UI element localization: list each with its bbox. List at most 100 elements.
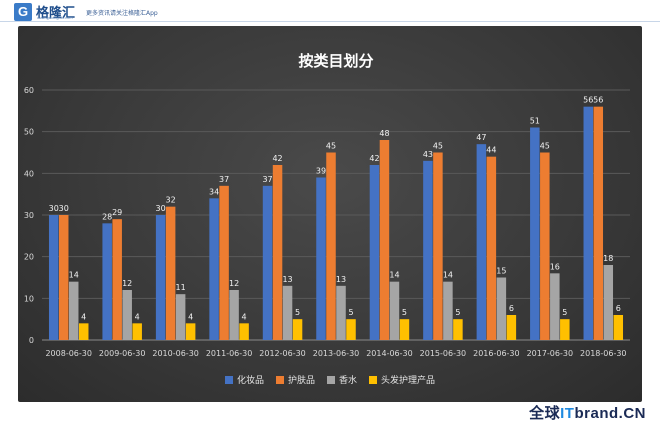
data-label: 14 bbox=[389, 271, 399, 280]
bar bbox=[326, 152, 336, 340]
data-label: 12 bbox=[229, 279, 239, 288]
data-label: 11 bbox=[176, 283, 186, 292]
bar bbox=[68, 281, 79, 340]
bar bbox=[132, 323, 142, 340]
data-label: 56 bbox=[583, 96, 593, 105]
bar bbox=[229, 290, 239, 340]
brand-tagline: 更多资讯请关注格隆汇App bbox=[86, 10, 158, 17]
watermark-it: IT bbox=[560, 405, 575, 422]
bar bbox=[603, 265, 614, 340]
bar bbox=[583, 106, 594, 341]
bar bbox=[560, 319, 570, 340]
bar bbox=[272, 165, 283, 340]
bar bbox=[262, 185, 273, 340]
watermark-cn: .CN bbox=[618, 405, 646, 422]
data-label: 18 bbox=[603, 254, 613, 263]
bar bbox=[58, 215, 69, 340]
bar bbox=[219, 185, 229, 340]
bar bbox=[155, 215, 166, 340]
bar bbox=[433, 152, 443, 340]
data-label: 48 bbox=[379, 129, 389, 138]
bar bbox=[423, 160, 433, 340]
data-label: 45 bbox=[433, 142, 443, 151]
data-label: 42 bbox=[272, 154, 282, 163]
watermark-prefix: 全球 bbox=[529, 405, 561, 422]
data-label: 37 bbox=[219, 175, 229, 184]
bar bbox=[389, 281, 400, 340]
x-tick-label: 2013-06-30 bbox=[313, 349, 360, 358]
bar bbox=[476, 144, 487, 340]
brand-logo-icon: G bbox=[14, 3, 32, 21]
x-tick-label: 2017-06-30 bbox=[527, 349, 574, 358]
legend-label: 化妆品 bbox=[237, 374, 264, 386]
header-divider bbox=[0, 21, 660, 22]
data-label: 47 bbox=[476, 133, 486, 142]
data-label: 45 bbox=[326, 142, 336, 151]
bar bbox=[316, 177, 326, 340]
bar bbox=[453, 319, 463, 340]
bar bbox=[209, 198, 219, 340]
data-label: 43 bbox=[423, 150, 433, 159]
bar bbox=[112, 219, 122, 340]
data-label: 14 bbox=[443, 271, 453, 280]
legend-swatch bbox=[369, 376, 377, 384]
data-label: 15 bbox=[496, 267, 506, 276]
data-label: 6 bbox=[509, 304, 514, 313]
bar bbox=[443, 281, 453, 340]
data-label: 29 bbox=[112, 208, 122, 217]
y-tick-label: 50 bbox=[24, 128, 34, 137]
bar bbox=[399, 319, 410, 340]
bar bbox=[613, 315, 624, 340]
data-label: 28 bbox=[102, 212, 112, 221]
data-label: 14 bbox=[69, 271, 79, 280]
data-label: 42 bbox=[369, 154, 379, 163]
x-tick-label: 2018-06-30 bbox=[580, 349, 627, 358]
bar bbox=[369, 165, 380, 340]
bar bbox=[540, 152, 550, 340]
x-tick-label: 2009-06-30 bbox=[99, 349, 146, 358]
data-label: 13 bbox=[336, 275, 346, 284]
data-label: 51 bbox=[530, 117, 540, 126]
y-tick-label: 30 bbox=[24, 211, 34, 220]
data-label: 56 bbox=[593, 96, 603, 105]
data-label: 4 bbox=[135, 312, 140, 321]
bar bbox=[379, 140, 390, 340]
watermark-brand: brand bbox=[574, 405, 619, 422]
bar bbox=[78, 323, 89, 340]
bar bbox=[336, 285, 346, 340]
x-tick-label: 2015-06-30 bbox=[420, 349, 467, 358]
legend-label: 香水 bbox=[339, 374, 357, 386]
x-tick-label: 2010-06-30 bbox=[152, 349, 199, 358]
bar bbox=[165, 206, 176, 340]
bar bbox=[506, 315, 517, 340]
y-tick-label: 20 bbox=[24, 253, 34, 262]
bar bbox=[496, 277, 507, 340]
legend-label: 护肤品 bbox=[288, 374, 315, 386]
bar bbox=[282, 285, 293, 340]
brand-name: 格隆汇 bbox=[36, 6, 76, 21]
data-label: 30 bbox=[156, 204, 166, 213]
bar bbox=[175, 294, 186, 340]
legend-swatch bbox=[225, 376, 233, 384]
brand-url: www.gelonghui.com bbox=[37, 15, 73, 20]
data-label: 4 bbox=[81, 312, 86, 321]
site-watermark: 全球ITbrand.CN bbox=[529, 402, 646, 423]
x-tick-label: 2012-06-30 bbox=[259, 349, 306, 358]
x-tick-label: 2016-06-30 bbox=[473, 349, 520, 358]
data-label: 44 bbox=[486, 146, 496, 155]
data-label: 39 bbox=[316, 167, 326, 176]
bar bbox=[346, 319, 356, 340]
data-label: 34 bbox=[209, 187, 219, 196]
data-label: 5 bbox=[348, 308, 353, 317]
y-tick-label: 0 bbox=[29, 336, 34, 345]
data-label: 12 bbox=[122, 279, 132, 288]
bar bbox=[593, 106, 604, 341]
data-label: 30 bbox=[59, 204, 69, 213]
bar bbox=[122, 290, 132, 340]
header-bar: G 格隆汇 www.gelonghui.com 更多资讯请关注格隆汇App bbox=[0, 0, 660, 22]
data-label: 45 bbox=[540, 142, 550, 151]
y-tick-label: 40 bbox=[24, 169, 34, 178]
legend-swatch bbox=[276, 376, 284, 384]
data-label: 37 bbox=[262, 175, 272, 184]
